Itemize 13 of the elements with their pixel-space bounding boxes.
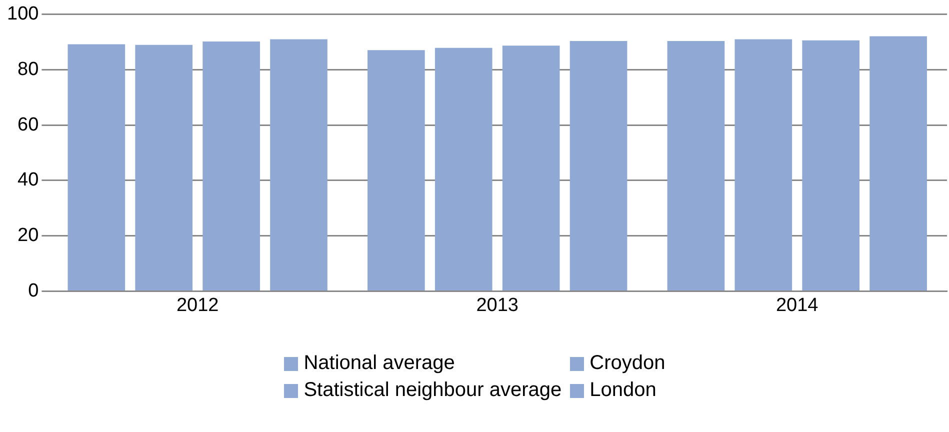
- x-tick-label: 2014: [776, 294, 819, 316]
- y-tick-label: 0: [28, 280, 39, 302]
- y-tick-label: 20: [18, 225, 39, 246]
- legend-label: London: [590, 379, 656, 402]
- legend-label: Croydon: [590, 352, 666, 375]
- x-tick-label: 2013: [476, 294, 518, 316]
- y-tick-label: 60: [18, 114, 39, 136]
- y-tick-label: 80: [18, 58, 39, 80]
- y-tick-label: 100: [7, 4, 39, 25]
- legend-label: National average: [304, 352, 455, 375]
- legend-label: Statistical neighbour average: [304, 379, 562, 402]
- x-tick-label: 2012: [176, 294, 219, 316]
- y-tick-label: 40: [18, 170, 39, 191]
